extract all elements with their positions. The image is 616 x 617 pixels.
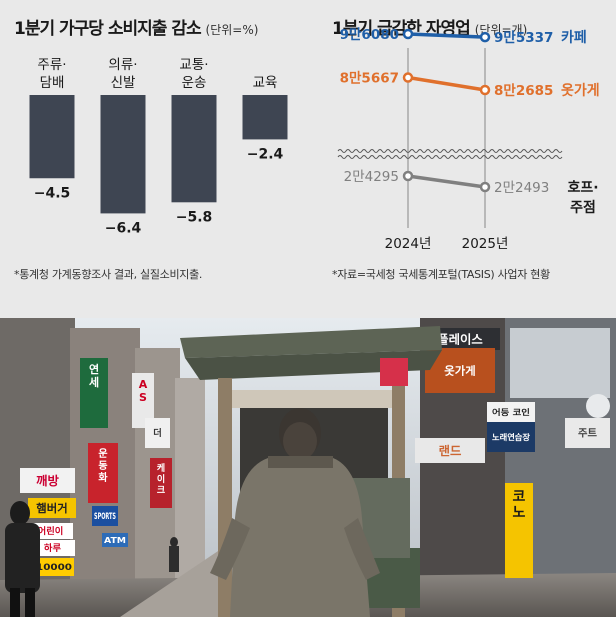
series-line-2 <box>407 174 486 189</box>
sign-text-10: 어린이 <box>38 525 64 537</box>
sign-text-13: 노래연습장 <box>492 432 531 442</box>
bar-value-label-2: −5.8 <box>176 209 213 225</box>
pedestrian-left <box>5 501 40 617</box>
sign-board-4 <box>92 506 118 526</box>
consumption-chart-panel: 1분기 가구당 소비지출 감소 (단위=%) 주류· 담배 −4.5 의류· 신발 −6.… <box>0 0 318 318</box>
series-value-label-2-1: 2만2493 <box>494 180 549 196</box>
sign-board-16 <box>415 438 485 463</box>
series-point-0-1 <box>479 31 491 43</box>
sign-board-12 <box>34 558 74 576</box>
series-value-label-0-1: 9만5337 <box>494 30 553 46</box>
x-tick-label-1: 2025년 <box>462 236 509 252</box>
sign-board-6 <box>28 498 76 518</box>
series-value-label-0-0: 9만6080 <box>340 27 399 43</box>
x-tick-label-0: 2024년 <box>385 236 432 252</box>
sign-text-11: 하루 <box>44 542 61 554</box>
sign-text-0: 플레이스 <box>437 331 483 346</box>
bar-2 <box>171 95 217 203</box>
bar-category-label-1: 의류· 신발 <box>108 57 137 91</box>
selfemployed-chart-panel: 1분기 급감한 자영업 (단위=개) 9만6080 9만5337 카페 8만5667 8… <box>318 0 616 318</box>
selfemployed-footnote: *자료=국세청 국세통계포털(TASIS) 사업자 현황 <box>332 268 550 281</box>
bar-3 <box>242 95 288 140</box>
sign-board-18 <box>565 418 610 448</box>
series-point-1-0 <box>402 72 414 83</box>
series-point-1-1 <box>479 84 491 96</box>
series-name-0: 카페 <box>561 30 587 46</box>
sign-board-11 <box>30 540 75 556</box>
infographic: 1분기 가구당 소비지출 감소 (단위=%) 주류· 담배 −4.5 의류· 신발 −6.… <box>0 0 616 318</box>
sign-board-9 <box>102 533 128 547</box>
sign-text-12: 10000 <box>36 563 72 573</box>
sign-board-5 <box>20 468 75 493</box>
series-value-label-1-1: 8만2685 <box>494 83 553 99</box>
bar-value-label-1: −6.4 <box>105 220 142 236</box>
bar-category-label-2: 교통· 운송 <box>179 57 208 91</box>
consumption-title-text: 1분기 가구당 소비지출 감소 <box>14 19 202 39</box>
series-line-1 <box>407 75 486 92</box>
sign-board-7 <box>150 458 172 508</box>
sign-text-5: 깨방 <box>36 473 59 488</box>
selfemployed-line-chart: 9만6080 9만5337 카페 8만5667 8만2685 옷가게 2만4295 2만249… <box>337 27 600 252</box>
sign-text-9: ATM <box>104 536 126 545</box>
sign-board-1 <box>80 358 108 428</box>
pedestrian-distant <box>169 537 179 572</box>
series-point-2-1 <box>479 181 491 193</box>
sign-board-2 <box>132 373 154 428</box>
sign-board-14 <box>487 402 535 422</box>
sign-text-14: 어둥 코인 <box>492 407 530 417</box>
axis-break-line-1 <box>337 155 563 159</box>
consumption-unit: (단위=%) <box>205 23 259 37</box>
bar-value-label-3: −2.4 <box>247 146 284 162</box>
sign-text-6: 햄버거 <box>36 501 67 515</box>
series-point-2-0 <box>402 170 414 182</box>
series-name-2: 호프· 주점 <box>567 180 598 216</box>
bar-category-label-3: 교육 <box>253 75 278 91</box>
bar-category-label-0: 주류· 담배 <box>37 57 66 91</box>
series-value-label-1-0: 8만5667 <box>340 71 399 87</box>
man-pushing-cart <box>210 408 380 617</box>
series-value-label-2-0: 2만4295 <box>344 169 399 185</box>
sign-text-8: 더 <box>153 427 162 439</box>
sign-board-8 <box>145 418 170 448</box>
consumption-bar-chart: 주류· 담배 −4.5 의류· 신발 −6.4 교통· 운송 −5.8 교육 −2.4 <box>29 57 288 236</box>
series-line-0 <box>407 32 486 39</box>
bar-0 <box>29 95 75 179</box>
sign-text-4: SPORTS <box>94 512 116 522</box>
consumption-chart-title: 1분기 가구당 소비지출 감소 (단위=%) <box>14 14 258 39</box>
sign-text-18: 주트 <box>578 428 597 440</box>
series-point-0-0 <box>402 28 414 40</box>
consumption-footnote: *통계청 가계동향조사 결과, 실질소비지출. <box>14 268 203 281</box>
series-name-1: 옷가게 <box>561 83 600 99</box>
sign-text-17: 옷가게 <box>444 363 475 377</box>
bar-value-label-0: −4.5 <box>34 185 71 201</box>
sign-board-15 <box>505 483 533 578</box>
bar-1 <box>100 95 146 214</box>
sign-board-3 <box>88 443 118 503</box>
sign-text-16: 랜드 <box>439 443 462 458</box>
axis-break-line-0 <box>337 149 563 153</box>
sign-board-13 <box>487 422 535 452</box>
